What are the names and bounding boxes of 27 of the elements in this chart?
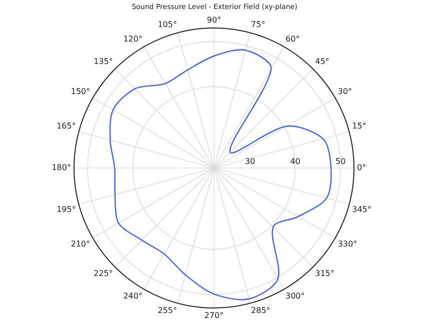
spoke-label: 255° [158, 306, 177, 316]
spoke-label: 270° [204, 310, 224, 320]
spoke-label: 150° [70, 86, 90, 96]
spoke-label: 0° [357, 163, 366, 172]
y-tick-label: 50 [335, 157, 346, 166]
spoke-label: 135° [94, 57, 113, 66]
y-tick-label: 40 [290, 157, 300, 166]
spoke-label: 195° [56, 204, 76, 214]
spoke-label: 240° [123, 292, 142, 301]
spoke-label: 225° [94, 268, 113, 278]
spoke-label: 105° [158, 20, 177, 30]
spoke-label: 60° [286, 34, 300, 44]
spoke-label: 30° [338, 86, 352, 96]
spoke-label: 285° [251, 306, 270, 316]
spoke-label: 180° [52, 163, 71, 172]
spoke-label: 165° [56, 121, 76, 130]
spoke-label: 300° [286, 292, 305, 301]
spoke-label: 315° [315, 268, 334, 278]
spoke-label: 330° [338, 239, 358, 248]
spoke-label: 45° [315, 57, 330, 66]
spoke-label: 210° [70, 239, 90, 248]
spoke-label: 120° [123, 34, 142, 44]
spoke-label: 345° [352, 204, 372, 214]
spoke-label: 15° [352, 121, 366, 130]
y-tick-label: 30 [245, 157, 256, 166]
spoke-label: 90° [206, 15, 222, 24]
spoke-label: 75° [251, 20, 266, 30]
